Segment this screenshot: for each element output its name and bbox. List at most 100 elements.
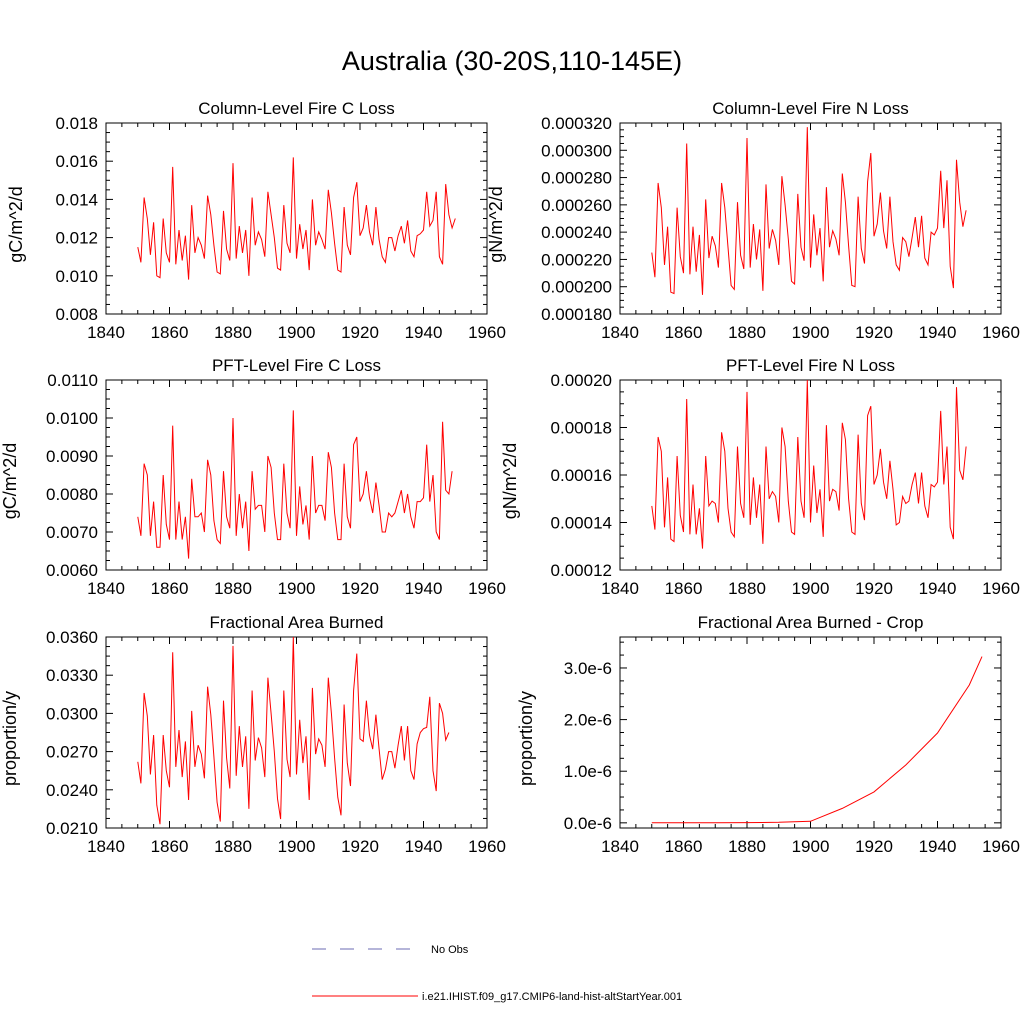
y-axis-label: proportion/y — [516, 691, 536, 786]
x-tick-label: 1940 — [405, 837, 443, 856]
y-tick-label: 0.014 — [55, 190, 98, 209]
chart-panel-5: Fractional Area Burned 1840 1860 1880 1900 19… — [0, 613, 506, 856]
y-axis-label: proportion/y — [0, 691, 20, 786]
y-tick-label: 0.00014 — [551, 514, 612, 533]
y-axis-label: gC/m^2/d — [6, 186, 26, 262]
y-tick-label: 0.0070 — [46, 523, 98, 542]
x-tick-label: 1900 — [278, 837, 316, 856]
x-tick-label: 1960 — [982, 323, 1020, 342]
x-tick-label: 1960 — [468, 323, 506, 342]
x-tick-label: 1900 — [792, 323, 830, 342]
y-tick-label: 0.0270 — [46, 743, 98, 762]
chart-title: Fractional Area Burned — [210, 613, 384, 632]
x-tick-label: 1920 — [855, 323, 893, 342]
x-tick-label: 1860 — [151, 323, 189, 342]
y-tick-label: 0.0060 — [46, 561, 98, 580]
series-line — [651, 379, 967, 549]
plot-frame — [619, 636, 1002, 829]
x-tick-label: 1940 — [919, 323, 957, 342]
x-tick-label: 1880 — [214, 323, 252, 342]
series-line — [651, 127, 967, 295]
y-tick-label: 0.00016 — [551, 466, 612, 485]
x-tick-label: 1940 — [405, 323, 443, 342]
x-tick-label: 1940 — [405, 579, 443, 598]
page-title: Australia (30-20S,110-145E) — [341, 46, 683, 76]
y-tick-label: 0.0110 — [47, 371, 98, 390]
y-tick-label: 0.000320 — [541, 114, 612, 133]
x-tick-label: 1920 — [341, 579, 379, 598]
series-line — [651, 656, 983, 824]
chart-panel-4: PFT-Level Fire N Loss 1840 1860 1880 1900 192… — [500, 356, 1020, 598]
x-tick-label: 1860 — [665, 579, 703, 598]
y-tick-label: 0.000180 — [541, 305, 612, 324]
y-tick-label: 3.0e-6 — [564, 659, 612, 678]
y-axis-label: gN/m^2/d — [486, 186, 506, 262]
y-tick-label: 0.0080 — [46, 485, 98, 504]
chart-title: PFT-Level Fire N Loss — [726, 356, 895, 375]
x-tick-label: 1880 — [214, 579, 252, 598]
x-tick-label: 1840 — [87, 323, 125, 342]
y-tick-label: 0.000220 — [541, 250, 612, 269]
y-tick-label: 0.000300 — [541, 141, 612, 160]
x-tick-label: 1840 — [601, 323, 639, 342]
y-axis-label: gN/m^2/d — [500, 443, 520, 519]
chart-panel-3: PFT-Level Fire C Loss 1840 1860 1880 1900 192… — [0, 356, 506, 598]
y-tick-label: 0.012 — [55, 229, 98, 248]
x-tick-label: 1860 — [665, 323, 703, 342]
chart-panel-6: Fractional Area Burned - Crop 1840 1860 188… — [516, 613, 1020, 856]
y-tick-label: 0.000240 — [541, 223, 612, 242]
x-tick-label: 1960 — [982, 579, 1020, 598]
x-tick-label: 1920 — [341, 323, 379, 342]
x-tick-label: 1860 — [665, 837, 703, 856]
x-tick-label: 1960 — [468, 579, 506, 598]
y-tick-label: 0.0210 — [46, 819, 98, 838]
y-tick-label: 0.0e-6 — [564, 814, 612, 833]
y-axis-label: gC/m^2/d — [0, 443, 20, 519]
x-tick-label: 1880 — [728, 579, 766, 598]
x-tick-label: 1900 — [278, 323, 316, 342]
x-tick-label: 1920 — [855, 579, 893, 598]
x-tick-label: 1880 — [214, 837, 252, 856]
y-tick-label: 0.018 — [55, 114, 98, 133]
y-tick-label: 0.0240 — [46, 781, 98, 800]
chart-title: Fractional Area Burned - Crop — [698, 613, 924, 632]
chart-title: PFT-Level Fire C Loss — [212, 356, 381, 375]
x-tick-label: 1840 — [87, 837, 125, 856]
x-tick-label: 1840 — [601, 837, 639, 856]
y-tick-label: 0.016 — [55, 152, 98, 171]
x-tick-label: 1880 — [728, 837, 766, 856]
x-tick-label: 1960 — [982, 837, 1020, 856]
x-tick-label: 1880 — [728, 323, 766, 342]
y-tick-label: 0.0330 — [46, 666, 98, 685]
y-tick-label: 0.00012 — [551, 561, 612, 580]
y-tick-label: 0.0360 — [46, 628, 98, 647]
y-tick-label: 0.00020 — [551, 371, 612, 390]
x-tick-label: 1860 — [151, 579, 189, 598]
y-tick-label: 0.0100 — [46, 409, 98, 428]
series-line — [137, 157, 456, 280]
chart-title: Column-Level Fire C Loss — [198, 99, 395, 118]
chart-panel-1: Column-Level Fire C Loss 1840 1860 1880 1900… — [6, 99, 506, 342]
x-tick-label: 1840 — [87, 579, 125, 598]
x-tick-label: 1840 — [601, 579, 639, 598]
y-tick-label: 1.0e-6 — [564, 762, 612, 781]
y-tick-label: 0.000200 — [541, 278, 612, 297]
chart-panel-2: Column-Level Fire N Loss 1840 1860 1880 1900… — [486, 99, 1020, 342]
x-tick-label: 1860 — [151, 837, 189, 856]
chart-title: Column-Level Fire N Loss — [712, 99, 909, 118]
x-tick-label: 1900 — [278, 579, 316, 598]
y-tick-label: 0.0090 — [46, 447, 98, 466]
y-tick-label: 0.000280 — [541, 169, 612, 188]
y-tick-label: 2.0e-6 — [564, 711, 612, 730]
x-tick-label: 1960 — [468, 837, 506, 856]
plot-frame — [105, 636, 488, 829]
series-line — [137, 636, 450, 825]
y-tick-label: 0.00018 — [551, 419, 612, 438]
x-tick-label: 1940 — [919, 837, 957, 856]
chart-panels: Column-Level Fire C Loss 1840 1860 1880 1900… — [0, 99, 1020, 856]
x-tick-label: 1900 — [792, 837, 830, 856]
legend-label-model-run: i.e21.IHIST.f09_g17.CMIP6-land-hist-altS… — [422, 991, 682, 1003]
series-line — [137, 410, 453, 559]
y-tick-label: 0.000260 — [541, 196, 612, 215]
